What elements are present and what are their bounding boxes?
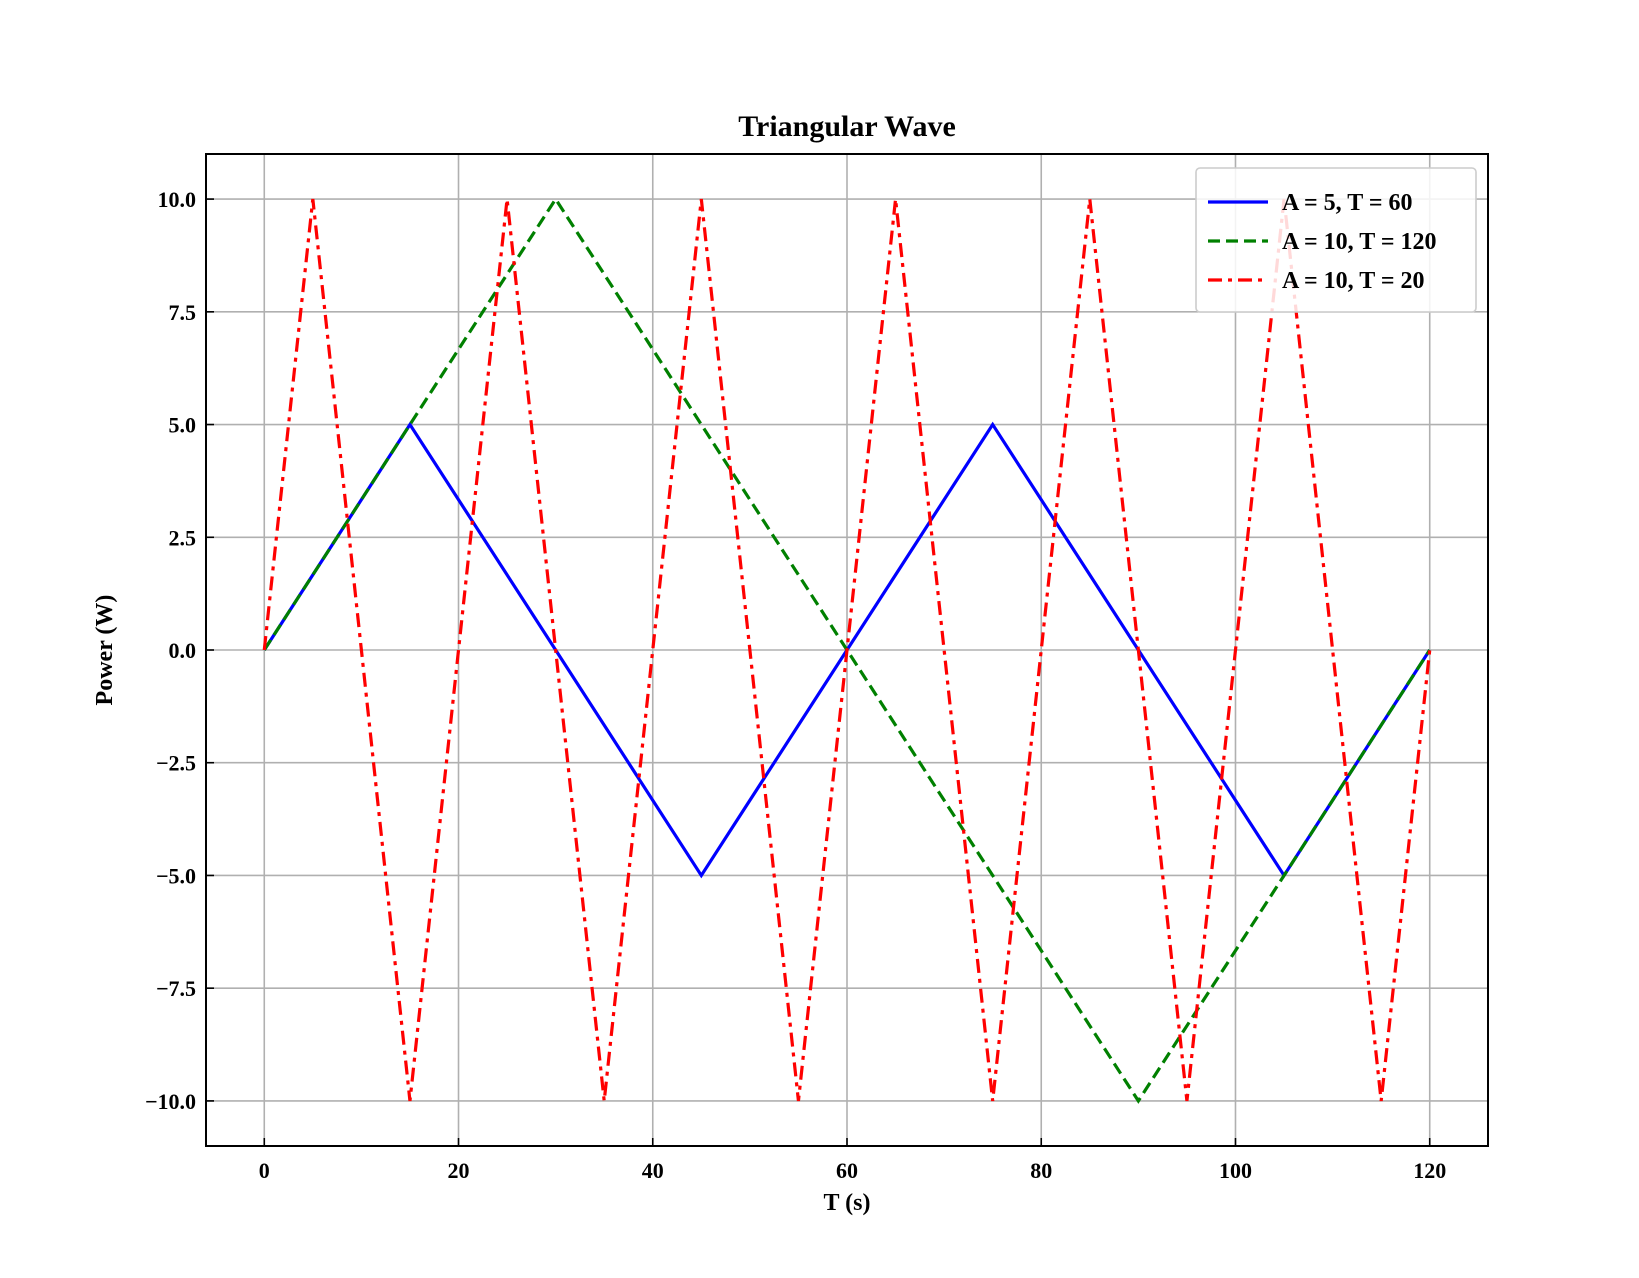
x-tick-label: 80 xyxy=(1030,1158,1052,1183)
series-line-3 xyxy=(262,198,1432,1102)
legend: A = 5, T = 60 A = 10, T = 120 A = 10, T = … xyxy=(1195,167,1477,313)
y-tick-label: 10.0 xyxy=(158,187,197,212)
x-tick-label: 40 xyxy=(642,1158,664,1183)
ticks: 0 20 40 60 80 100 120 10.0 7.5 5.0 2.5 0.0 −2.5 −5.0 −… xyxy=(145,187,1446,1183)
legend-label-3: A = 10, T = 20 xyxy=(1282,268,1425,294)
legend-box xyxy=(1195,167,1477,313)
y-tick-label: 0.0 xyxy=(169,638,197,663)
x-tick-label: 0 xyxy=(259,1158,270,1183)
legend-label-1: A = 5, T = 60 xyxy=(1282,190,1413,216)
y-tick-label: 7.5 xyxy=(169,300,197,325)
y-tick-label: 2.5 xyxy=(169,525,197,550)
y-tick-label: 5.0 xyxy=(169,413,197,438)
chart-title: Triangular Wave xyxy=(738,110,956,143)
y-tick-label: −10.0 xyxy=(145,1089,196,1114)
y-tick-label: −5.0 xyxy=(156,863,196,888)
x-tick-label: 120 xyxy=(1413,1158,1446,1183)
series-lines xyxy=(262,196,1432,1104)
legend-label-2: A = 10, T = 120 xyxy=(1282,229,1437,255)
x-axis-label: T (s) xyxy=(824,1190,871,1216)
x-tick-label: 20 xyxy=(448,1158,470,1183)
y-axis-label: Power (W) xyxy=(92,595,118,706)
y-tick-label: −2.5 xyxy=(156,751,196,776)
x-tick-label: 60 xyxy=(836,1158,858,1183)
y-tick-label: −7.5 xyxy=(156,976,196,1001)
x-tick-label: 100 xyxy=(1219,1158,1252,1183)
